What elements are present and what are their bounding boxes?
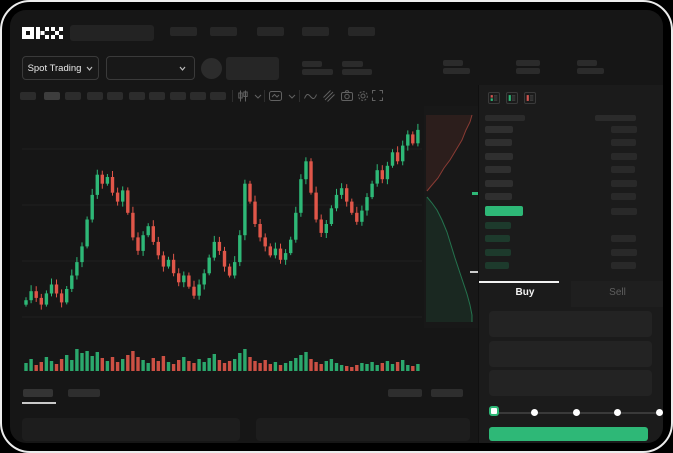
timeframe-button[interactable] [129,92,145,100]
bottom-tab-history[interactable] [68,389,100,397]
candlestick-chart[interactable] [10,10,663,443]
nav-item-placeholder[interactable] [210,27,237,36]
ob-header-amount [595,115,636,121]
timeframe-button[interactable] [87,92,103,100]
open-orders-panel [22,418,240,441]
total-input[interactable] [489,370,652,396]
bid-row-price[interactable] [485,222,511,229]
ask-row-price[interactable] [485,193,512,200]
stat-label-placeholder [342,61,363,67]
bid-row-amount [611,235,636,243]
bid-row-price[interactable] [485,235,510,243]
timeframe-button[interactable] [107,92,123,100]
indicator-icon[interactable] [269,90,282,102]
ask-row-price[interactable] [485,179,513,187]
toolbar-divider [299,90,300,102]
active-tab-indicator [479,281,559,283]
book-both-icon[interactable] [488,92,500,104]
stat-value-placeholder [302,69,333,75]
order-details-panel [256,418,470,441]
slider-handle[interactable] [489,406,499,416]
last-price-bar[interactable] [485,206,523,216]
ob-header-price [485,115,525,121]
ask-row-amount [611,179,637,187]
nav-item-placeholder[interactable] [302,27,329,36]
ask-row-amount [611,126,637,133]
chevron-down-icon[interactable] [254,94,262,99]
expand-icon[interactable] [372,90,383,101]
ask-row-amount [611,166,635,174]
toolbar-divider [232,90,233,102]
tab-buy[interactable]: Buy [515,287,535,298]
timeframe-button[interactable] [170,92,186,100]
candles-icon[interactable] [237,90,249,102]
chevron-down-icon[interactable] [288,94,296,99]
bid-row-amount [611,262,636,270]
draw-icon[interactable] [323,90,335,102]
stat-value-placeholder [342,69,372,75]
timeframe-button[interactable] [44,92,60,100]
brand-text-placeholder [70,25,154,41]
timeframe-button[interactable] [20,92,36,100]
timeframe-button[interactable] [65,92,81,100]
slider-step-dot[interactable] [655,409,663,416]
bottom-action-placeholder[interactable] [388,389,422,397]
tab-sell[interactable]: Sell [609,287,626,298]
stat-label-placeholder [577,60,597,66]
price-input[interactable] [489,311,652,337]
bottom-action-placeholder[interactable] [431,389,463,397]
nav-item-placeholder[interactable] [170,27,197,36]
bid-row-price[interactable] [485,262,509,270]
ask-row-amount [611,193,636,200]
chevron-down-icon [86,66,93,71]
slider-step-dot[interactable] [531,409,538,416]
stat-value-placeholder [443,68,470,74]
slider-step-dot[interactable] [572,409,580,416]
buy-submit-button[interactable] [489,427,648,441]
book-bids-icon[interactable] [506,92,518,104]
amount-input[interactable] [489,341,652,367]
ask-row-price[interactable] [485,139,512,147]
last-price-amount [611,208,637,215]
stat-label-placeholder [443,60,463,66]
bottom-tab-orders[interactable] [23,389,53,397]
stat-label-placeholder [516,60,540,66]
ask-row-price[interactable] [485,126,513,133]
ask-row-amount [611,152,637,160]
camera-icon[interactable] [341,90,353,101]
line-style-icon[interactable] [304,93,317,100]
stat-value-placeholder [577,68,604,74]
stat-value-placeholder [516,68,540,74]
gear-icon[interactable] [357,90,369,102]
timeframe-button[interactable] [210,92,226,100]
market-type-selector[interactable]: Spot Trading [22,56,99,80]
trading-app-window: Spot Trading Buy Sell [10,10,663,443]
bottom-active-tab-indicator [22,402,56,404]
chevron-down-icon [179,66,186,71]
ask-row-amount [611,139,636,147]
okx-logo[interactable] [22,26,63,40]
nav-item-placeholder[interactable] [257,27,284,36]
order-book-panel: Buy Sell [478,85,663,443]
toolbar-divider [264,90,265,102]
nav-item-placeholder[interactable] [348,27,375,36]
ask-row-price[interactable] [485,166,511,174]
book-asks-icon[interactable] [524,92,536,104]
sell-tab-background [571,281,663,307]
ask-row-price[interactable] [485,152,513,160]
timeframe-button[interactable] [149,92,165,100]
slider-step-dot[interactable] [614,409,621,416]
token-avatar [201,58,222,79]
stat-label-placeholder [302,61,322,67]
bid-row-price[interactable] [485,248,511,256]
market-type-label: Spot Trading [27,62,82,74]
pair-selector[interactable] [106,56,195,80]
pair-name-placeholder [226,57,279,80]
timeframe-button[interactable] [190,92,206,100]
bid-row-amount [611,248,637,256]
